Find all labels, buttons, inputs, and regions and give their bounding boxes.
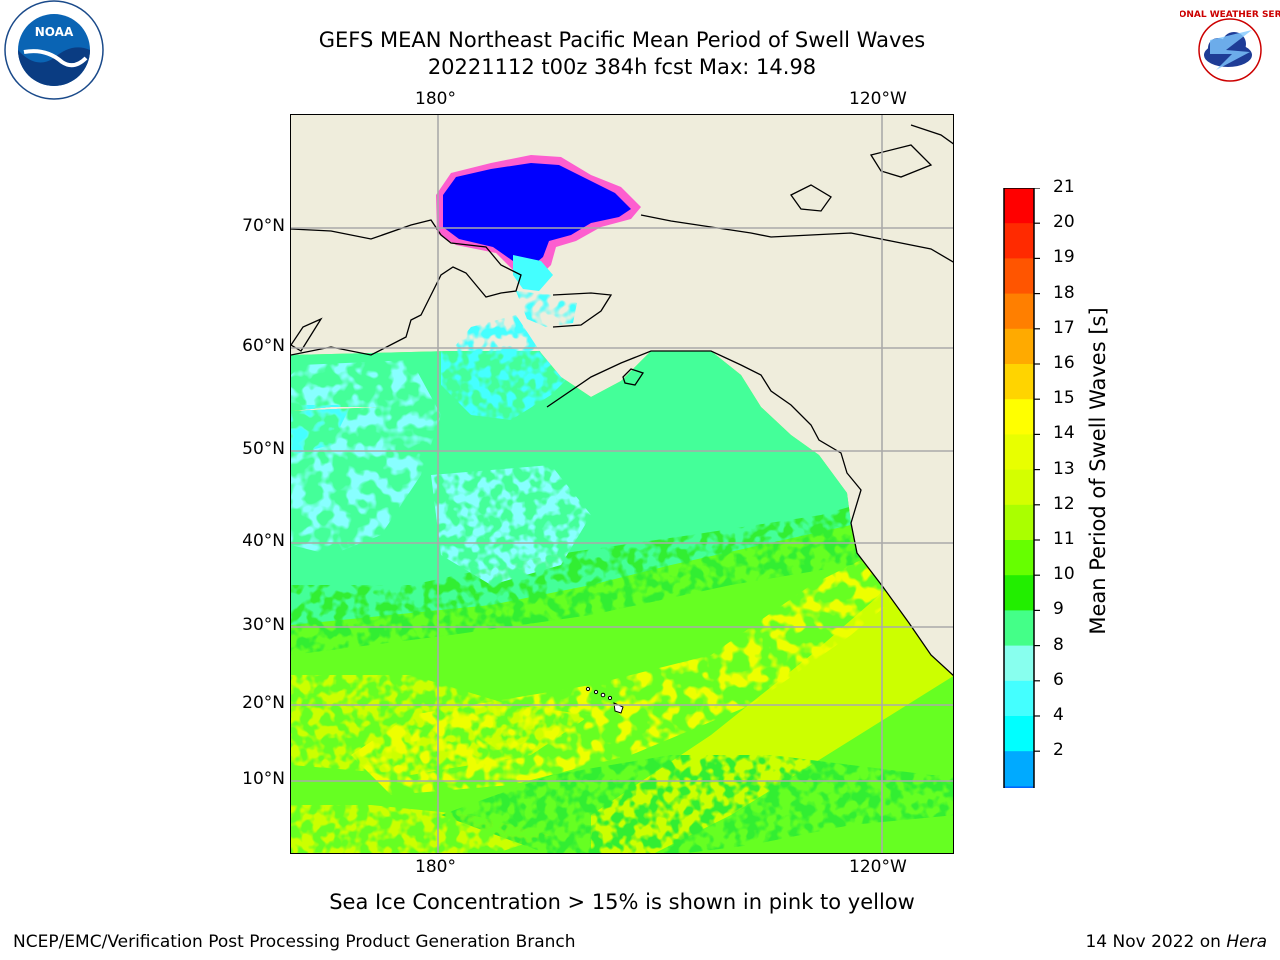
- footer-credit: NCEP/EMC/Verification Post Processing Pr…: [13, 932, 576, 952]
- colorbar-segment: [1004, 188, 1034, 224]
- colorbar-segment: [1004, 328, 1034, 365]
- chart-subtitle: 20221112 t00z 384h fcst Max: 14.98: [427, 55, 817, 79]
- lat-label-70n: 70°N: [242, 216, 285, 236]
- colorbar-svg: [1002, 187, 1040, 851]
- ice-dark-blue: [443, 163, 631, 267]
- coast-kamchatka: [291, 317, 323, 352]
- coast-arctic-islands: [869, 144, 933, 178]
- lat-label-10n: 10°N: [242, 769, 285, 789]
- colorbar-segment: [1004, 786, 1034, 823]
- field-green-south: [441, 755, 953, 853]
- coast-north-america: [546, 350, 953, 677]
- nws-logo: NATIONAL WEATHER SERVICE: [1155, 0, 1280, 104]
- colorbar-segment: [1004, 293, 1034, 330]
- lon-label-top-120w: 120°W: [849, 89, 907, 109]
- colorbar-segment: [1004, 434, 1034, 471]
- colorbar-tick-label: 10: [1053, 564, 1075, 585]
- sea-ice-note: Sea Ice Concentration > 15% is shown in …: [329, 890, 915, 914]
- lat-label-60n: 60°N: [242, 336, 285, 356]
- swell-field: [291, 315, 953, 853]
- footer-date: 14 Nov 2022 on Hera: [1085, 932, 1267, 952]
- colorbar-tick-label: 16: [1053, 353, 1075, 373]
- lat-label-20n: 20°N: [242, 693, 285, 713]
- coast-siberia: [291, 219, 522, 356]
- map-frame: [290, 114, 954, 854]
- colorbar: [1000, 187, 1040, 851]
- colorbar-segment: [1004, 258, 1034, 295]
- colorbar-segment: [1004, 223, 1034, 259]
- coast-kodiak: [622, 368, 645, 386]
- colorbar-segment: [1004, 751, 1034, 787]
- colorbar-tick-label: 20: [1053, 212, 1075, 233]
- colorbar-tick-label: 14: [1053, 423, 1075, 444]
- colorbar-tick-label: 8: [1053, 634, 1064, 655]
- colorbar-tick-label: 9: [1053, 599, 1064, 620]
- colorbar-tick-label: 4: [1053, 705, 1064, 725]
- lat-label-30n: 30°N: [242, 615, 285, 635]
- colorbar-tick-label: 19: [1053, 247, 1075, 268]
- footer-host: Hera: [1226, 932, 1267, 952]
- coastlines: [291, 124, 953, 677]
- field-light-cyan-central: [431, 465, 591, 585]
- colorbar-segment: [1004, 680, 1034, 717]
- colorbar-tick-label: 18: [1053, 282, 1075, 303]
- coast-arctic-islands-north: [910, 124, 953, 145]
- footer-date-text: 14 Nov 2022 on: [1085, 932, 1221, 952]
- colorbar-tick-label: 2: [1053, 740, 1064, 761]
- field-cyan-west: [291, 405, 351, 455]
- colorbar-segment: [1004, 504, 1034, 541]
- noaa-logo-text: NOAA: [35, 25, 74, 39]
- coast-north-alaska: [640, 214, 953, 263]
- graticule: [291, 115, 953, 853]
- colorbar-tick-label: 6: [1053, 669, 1064, 690]
- lat-label-50n: 50°N: [242, 439, 285, 459]
- colorbar-segment: [1004, 540, 1034, 576]
- lon-label-bottom-180: 180°: [415, 857, 456, 877]
- map-canvas: [291, 115, 953, 853]
- colorbar-segment: [1004, 364, 1034, 400]
- colorbar-title: Mean Period of Swell Waves [s]: [1086, 307, 1110, 635]
- colorbar-segment: [1004, 575, 1034, 611]
- colorbar-tick-label: 15: [1053, 388, 1075, 409]
- lat-label-40n: 40°N: [242, 531, 285, 551]
- colorbar-segment: [1004, 610, 1034, 647]
- colorbar-tick-label: 11: [1053, 529, 1075, 549]
- colorbar-segment: [1004, 469, 1034, 506]
- strait-cyan: [513, 255, 553, 291]
- colorbar-segment: [1004, 399, 1034, 435]
- field-yellow: [351, 555, 911, 795]
- noaa-logo: NOAA: [2, 0, 106, 108]
- colorbar-tick-label: 12: [1053, 493, 1075, 514]
- coast-banks-island: [790, 184, 832, 212]
- chart-title: GEFS MEAN Northeast Pacific Mean Period …: [318, 28, 926, 52]
- colorbar-segment: [1004, 716, 1034, 752]
- lon-label-bottom-120w: 120°W: [849, 857, 907, 877]
- field-green: [291, 475, 953, 655]
- colorbar-tick-label: 17: [1053, 317, 1075, 338]
- strait-cyan-south: [516, 291, 577, 327]
- field-yellow-south: [291, 805, 551, 853]
- lon-label-top-180: 180°: [415, 89, 456, 109]
- nws-logo-text: NATIONAL WEATHER SERVICE: [1180, 10, 1280, 20]
- colorbar-tick-label: 21: [1053, 177, 1075, 197]
- colorbar-tick-label: 13: [1053, 458, 1075, 479]
- colorbar-segment: [1004, 645, 1034, 682]
- coast-alaska-west: [552, 292, 613, 328]
